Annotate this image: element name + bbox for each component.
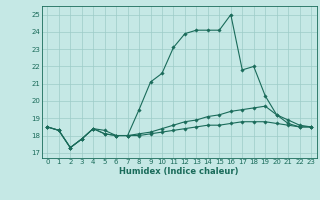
- X-axis label: Humidex (Indice chaleur): Humidex (Indice chaleur): [119, 167, 239, 176]
